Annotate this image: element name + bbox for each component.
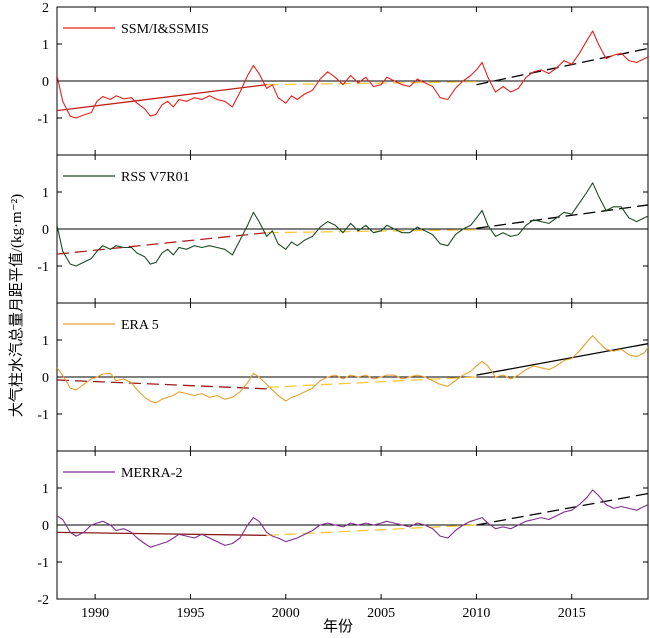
panel-2: 1 0 -1 RSS V7R01	[37, 154, 649, 304]
x-tick-label: 2010	[462, 606, 490, 621]
y-tick-label: -1	[37, 556, 49, 571]
plot-area	[57, 182, 648, 267]
legend-label: MERRA-2	[121, 466, 182, 481]
trend-line-3	[476, 343, 648, 376]
y-tick-label: -1	[37, 408, 49, 423]
legend-label: ERA 5	[121, 318, 159, 333]
legend-label: RSS V7R01	[121, 170, 190, 185]
y-tick-label: -2	[37, 593, 49, 608]
x-axis-title: 年份	[322, 619, 354, 635]
y-tick-label: 0	[42, 223, 49, 238]
y-tick-label: 1	[42, 482, 49, 497]
panel-4: 1 0 -1 -2 MERRA-2	[37, 450, 649, 608]
x-axis: 1990 1995 2000 2005 2010 2015	[81, 606, 586, 621]
y-tick-label: 0	[42, 75, 49, 90]
trend-line-1	[57, 232, 267, 255]
series-line	[57, 489, 648, 548]
y-axis-title-text: 大气柱水汽总量月距平值/(kg·m⁻²)	[9, 193, 26, 417]
trend-line-2	[266, 524, 477, 537]
x-tick-label: 2005	[367, 606, 395, 621]
y-tick-label: 0	[42, 371, 49, 386]
y-tick-label: 1	[42, 38, 49, 53]
trend-line-1	[57, 531, 267, 537]
series-line	[57, 30, 648, 119]
x-tick-label: 2000	[272, 606, 300, 621]
y-tick-label: 2	[42, 1, 49, 16]
y-tick-label: 0	[42, 519, 49, 534]
trend-line-3	[476, 47, 648, 86]
panel-3: 1 0 -1 ERA 5	[37, 302, 649, 452]
series-line	[57, 335, 648, 404]
y-tick-label: 1	[42, 186, 49, 201]
y-axis-title: 大气柱水汽总量月距平值/(kg·m⁻²)	[4, 140, 28, 470]
plot-area	[57, 489, 648, 548]
x-tick-label: 2015	[558, 606, 586, 621]
y-tick-label: -1	[37, 112, 49, 127]
trend-line-3	[476, 204, 648, 229]
y-tick-label: 1	[42, 334, 49, 349]
plot-area	[57, 30, 648, 119]
plot-area	[57, 335, 648, 404]
chart-panels: 2 1 0 -1 SSM/I&SSMIS 1 0 -1 RSS V7R01 1 0 -1 ERA 5 1 0…	[37, 1, 649, 608]
legend-label: SSM/I&SSMIS	[121, 22, 209, 37]
trend-line-3	[476, 492, 648, 526]
series-line	[57, 182, 648, 267]
trend-line-1	[57, 84, 267, 112]
y-tick-label: -1	[37, 260, 49, 275]
x-tick-label: 1995	[176, 606, 204, 621]
x-tick-label: 1990	[81, 606, 109, 621]
panel-1: 2 1 0 -1 SSM/I&SSMIS	[37, 1, 649, 156]
